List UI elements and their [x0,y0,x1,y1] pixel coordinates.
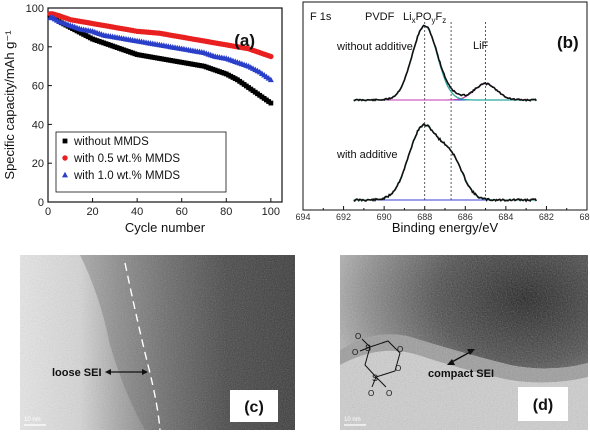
sei-arrow-d [449,350,473,364]
mmds-molecule-structure [359,338,401,388]
legend-marker [62,171,68,178]
panel-label-a: (a) [234,31,255,50]
tem-micrograph-c: loose SEI (c) 10 nm [20,255,295,430]
scale-bar-c: 10 nm [24,417,41,423]
legend-entry: with 0.5 wt.% MMDS [73,153,180,165]
y-tick-label: 20 [32,158,44,170]
panel-label-b: (b) [557,33,579,52]
tem-image-d: compact SEI S S O O O O O O (d) 10 nm [340,255,588,430]
x-tick-label: 100 [262,206,280,218]
plot-frame-a [47,7,283,203]
data-point [268,100,274,106]
x-tick-label: 20 [86,206,98,218]
x-tick-label: 684 [498,212,513,222]
legend-box [55,131,227,193]
y-tick-label: 80 [32,42,44,54]
x-tick-label: 686 [458,212,473,222]
series-1 [47,11,274,60]
spectrum-lower [353,123,538,203]
peak-label-lixpoyfz: LixPOyFz [403,11,446,25]
svg-text:O: O [352,348,358,357]
f1s-label: F 1s [310,11,332,23]
y-axis-label: Specific capacity/mAh g⁻¹ [2,30,17,180]
x-tick-label: 40 [131,206,143,218]
panel-label-c: (c) [244,399,264,416]
x-tick-label: 692 [336,212,351,222]
legend-entry: without MMDS [73,136,149,148]
peak-label-lif: LiF [473,40,489,52]
tem-micrograph-d: compact SEI S S O O O O O O (d) 10 nm [340,255,588,430]
scale-bar-d: 10 nm [344,417,361,423]
x-tick-label: 80 [220,206,232,218]
y-tick-label: 0 [38,197,44,209]
y-tick-label: 60 [32,81,44,93]
compact-sei-label: compact SEI [428,368,494,380]
x-tick-label: 680 [579,212,590,222]
svg-text:O: O [397,345,403,354]
svg-text:S: S [372,373,378,383]
svg-text:O: O [355,332,361,341]
panel-label-d: (d) [533,397,553,414]
curve-label-without: without additive [336,41,413,53]
plot-frame-b [302,1,588,211]
capacity-chart-panel: 0 20 40 60 80 100 0 20 40 60 80 100 (a) without MMD… [0,0,290,245]
legend-entry: with 1.0 wt.% MMDS [73,170,180,182]
x-tick-label: 694 [295,212,310,222]
y-tick-label: 40 [32,119,44,131]
x-axis-label-b: Binding energy/eV [392,220,499,235]
x-tick-label: 690 [377,212,392,222]
x-axis-label: Cycle number [125,220,206,235]
sei-boundary-line [124,262,161,430]
peak-label-pvdf: PVDF [365,11,395,23]
svg-text:O: O [386,389,392,398]
x-tick-label: 60 [176,206,188,218]
svg-text:S: S [365,343,371,353]
y-tick-label: 100 [26,3,44,15]
svg-text:O: O [368,389,374,398]
pvdf-fit-upper [353,25,537,101]
tem-image-c: loose SEI (c) 10 nm [20,255,295,430]
x-tick-label: 0 [45,206,51,218]
svg-text:O: O [395,364,401,373]
loose-sei-label: loose SEI [52,367,102,379]
x-tick-label: 682 [539,212,554,222]
fit-lower [353,124,537,201]
data-point [268,53,274,60]
data-point [267,76,274,83]
xps-chart: 694 692 690 688 686 684 682 680 F 1s PVDF LixPO… [295,0,590,235]
legend-marker [62,155,68,161]
xps-chart-panel: 694 692 690 688 686 684 682 680 F 1s PVDF LixPO… [295,0,590,245]
series-2 [47,14,274,83]
legend-marker [62,138,68,144]
x-tick-label: 688 [417,212,432,222]
spectrum-upper [353,24,537,102]
curve-label-with: with additive [336,149,398,161]
capacity-chart: 0 20 40 60 80 100 0 20 40 60 80 100 (a) without MMD… [2,3,283,235]
